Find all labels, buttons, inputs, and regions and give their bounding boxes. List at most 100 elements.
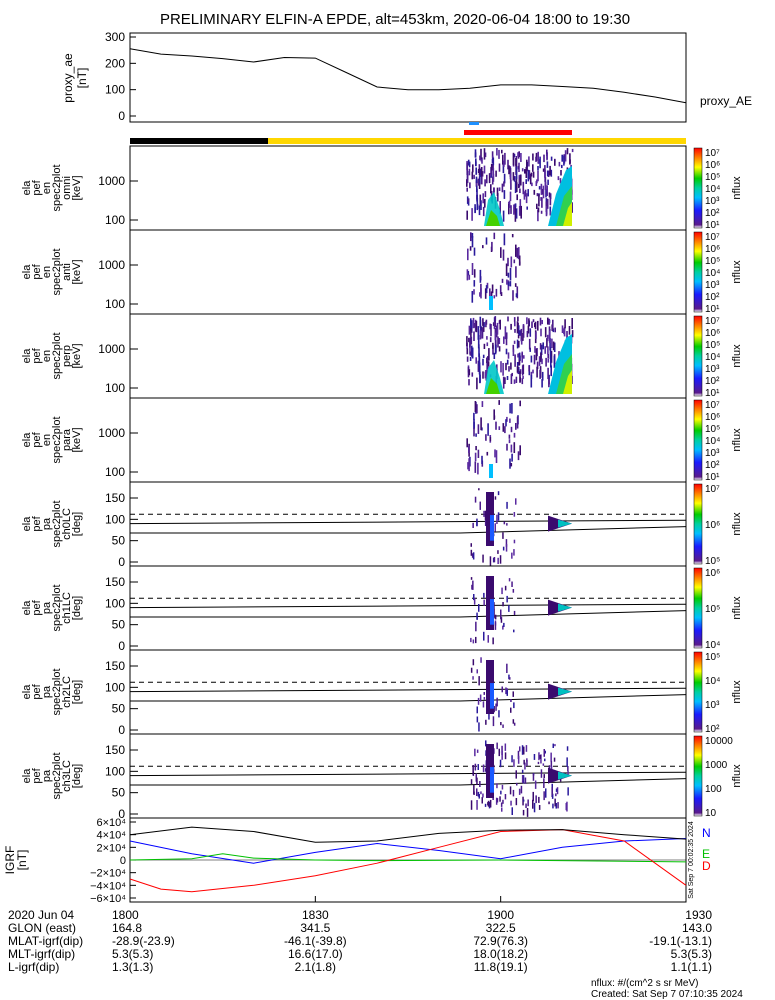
pa-panel-3-flux-mark xyxy=(517,755,520,764)
spec-panel-2-flux-mark xyxy=(470,320,473,333)
spec-panel-2-flux-mark xyxy=(494,344,497,355)
pa-panel-3-flux-mark xyxy=(554,798,556,807)
spec-panel-3-ytick-label: 100 xyxy=(105,465,125,479)
spec-panel-1-flux-mark xyxy=(502,249,505,261)
spec-panel-0-flux-mark xyxy=(546,198,549,209)
spec-panel-3-flux-mark xyxy=(495,450,498,463)
pa-panel-1-colorbar-tick: 10⁴ xyxy=(705,640,720,651)
spec-panel-0-flux-mark xyxy=(517,165,520,170)
igrf-line-magBmag xyxy=(129,826,687,843)
pa-panel-2-flux-mark xyxy=(498,710,500,718)
spec-panel-2-flux-mark xyxy=(535,331,537,339)
spec-panel-1-flux-mark xyxy=(486,282,489,289)
pa-panel-3-flux-mark xyxy=(523,759,525,765)
pa-panel-3-flux-mark xyxy=(567,787,569,796)
spec-panel-1-flux-mark xyxy=(507,257,509,267)
spec-panel-2-flux-mark xyxy=(468,325,471,335)
spec-panel-2-flux-mark xyxy=(517,316,519,322)
spec-panel-2-flux-mark xyxy=(521,353,523,358)
pa-panel-3-flux-mark xyxy=(538,805,541,810)
spec-panel-3-ytick-label: 1000 xyxy=(98,426,125,440)
spec-panel-2-flux-mark xyxy=(469,343,471,355)
spec-panel-3-flux-mark xyxy=(519,445,521,456)
spec-panel-0-flux-mark xyxy=(491,151,494,158)
spec-panel-2-flux-mark xyxy=(482,325,485,332)
pa-panel-3-flux-mark xyxy=(540,754,542,764)
spec-panel-2-flux-mark xyxy=(470,318,472,332)
spec-panel-2-flux-mark xyxy=(506,359,509,365)
pa-panel-3-flux-mark xyxy=(482,764,485,773)
pa-panel-3-flux-mark xyxy=(519,746,521,752)
spec-panel-2-flux-mark xyxy=(512,349,515,356)
spec-panel-0-ytick-label: 1000 xyxy=(98,174,125,188)
spec-panel-0-flux-mark xyxy=(529,173,532,185)
spec-panel-3-flux-mark xyxy=(504,426,506,434)
pa-panel-3-colorbar-tick: 1000 xyxy=(705,760,728,771)
spec-panel-1-flux-mark xyxy=(480,288,482,299)
spec-panel-0-flux-mark xyxy=(543,154,545,163)
spec-panel-0-flux-mark xyxy=(546,154,548,161)
pa-panel-1-flux-mark xyxy=(504,585,507,591)
ae-ytick-label: 300 xyxy=(105,30,125,44)
footer-value: -46.1(-39.8) xyxy=(284,934,347,948)
pa-panel-3-flux-mark xyxy=(534,780,537,789)
spec-panel-2-flux-mark xyxy=(517,353,519,358)
pa-panel-3-loss-cone-upper xyxy=(129,771,687,777)
spec-panel-0-flux-mark xyxy=(476,203,479,210)
spec-panel-3-flux-mark xyxy=(474,452,477,462)
spec-panel-2-flux-mark xyxy=(516,321,519,334)
pa-panel-0-flux-mark xyxy=(499,555,502,564)
igrf-legend-D: D xyxy=(702,859,711,873)
spec-panel-2-flux-mark xyxy=(540,344,543,355)
spec-panel-2-flux-mark xyxy=(469,339,471,348)
spec-panel-0-flux-mark xyxy=(501,183,504,193)
footer-value: 11.8(19.1) xyxy=(474,960,528,974)
spec-panel-2-ylabel: perp xyxy=(61,345,73,367)
spec-panel-2-flux-mark xyxy=(552,319,554,330)
spec-panel-0-flux-mark xyxy=(479,173,481,185)
spec-panel-0-flux-mark xyxy=(532,164,534,172)
pa-panel-1-flux-mark xyxy=(483,599,485,606)
igrf-ytick-label: −6×10⁴ xyxy=(90,893,126,905)
pa-panel-3-flux-mark xyxy=(522,809,525,816)
pa-panel-2-wedge-light xyxy=(558,687,572,696)
pa-panel-3-flux-mark xyxy=(544,750,546,754)
pa-panel-1-colorbar xyxy=(693,567,703,649)
pa-panel-3-flux-mark xyxy=(516,782,518,786)
spec-panel-2-flux-mark xyxy=(494,316,496,328)
spec-panel-3-flux-mark xyxy=(511,453,513,462)
spec-panel-0-flux-mark xyxy=(525,166,528,178)
pa-panel-1-colorbar-tick: 10⁶ xyxy=(705,568,720,579)
spec-panel-2-flux-mark xyxy=(502,363,504,376)
spec-panel-3-colorbar-tick: 10⁶ xyxy=(705,412,720,423)
pa-panel-3-flux-mark xyxy=(543,791,545,801)
footer-value: 5.3(5.3) xyxy=(112,947,153,961)
spec-panel-3-ylabel: spec2plot xyxy=(51,416,63,463)
spec-panel-0-flux-mark xyxy=(533,189,536,195)
spec-panel-1-flux-mark xyxy=(479,269,482,283)
pa-panel-0-flux-mark xyxy=(483,510,485,517)
spec-panel-2-flux-mark xyxy=(498,338,501,344)
spec-panel-0-flux-mark xyxy=(549,206,552,215)
spec-panel-0-flux-mark xyxy=(484,179,486,187)
spec-panel-2-flux-core-e xyxy=(563,370,572,394)
footer-value: 16.6(17.0) xyxy=(288,947,343,961)
spec-panel-2-flux-mark xyxy=(518,330,521,336)
pa-panel-0-flux-mark xyxy=(494,496,497,500)
pa-panel-3-flux-mark xyxy=(522,775,525,784)
spec-panel-0-flux-mark xyxy=(515,158,517,166)
spec-panel-2-frame xyxy=(129,313,687,399)
spec-panel-0-flux-mark xyxy=(489,173,492,177)
pa-panel-2-colorbar-tick: 10⁵ xyxy=(705,652,720,663)
pa-panel-2-ylabel: ch2LC xyxy=(61,676,73,708)
spec-panel-2-colorbar-tick: 10⁶ xyxy=(705,328,720,339)
pa-panel-0-ytick-label: 150 xyxy=(105,491,125,505)
pa-panel-3-flux-mark xyxy=(567,766,569,771)
igrf-stamp: Sat Sep 7 00:02:35 2024 xyxy=(688,821,695,899)
spec-panel-2-flux-mark xyxy=(571,318,573,330)
pa-panel-1-flux-mark xyxy=(511,581,513,587)
spec-panel-1-frame xyxy=(129,229,687,315)
spec-panel-2-flux-mark xyxy=(514,329,516,333)
pa-panel-2-flux-mark xyxy=(472,659,475,666)
spec-panel-2-flux-mark xyxy=(540,352,542,362)
